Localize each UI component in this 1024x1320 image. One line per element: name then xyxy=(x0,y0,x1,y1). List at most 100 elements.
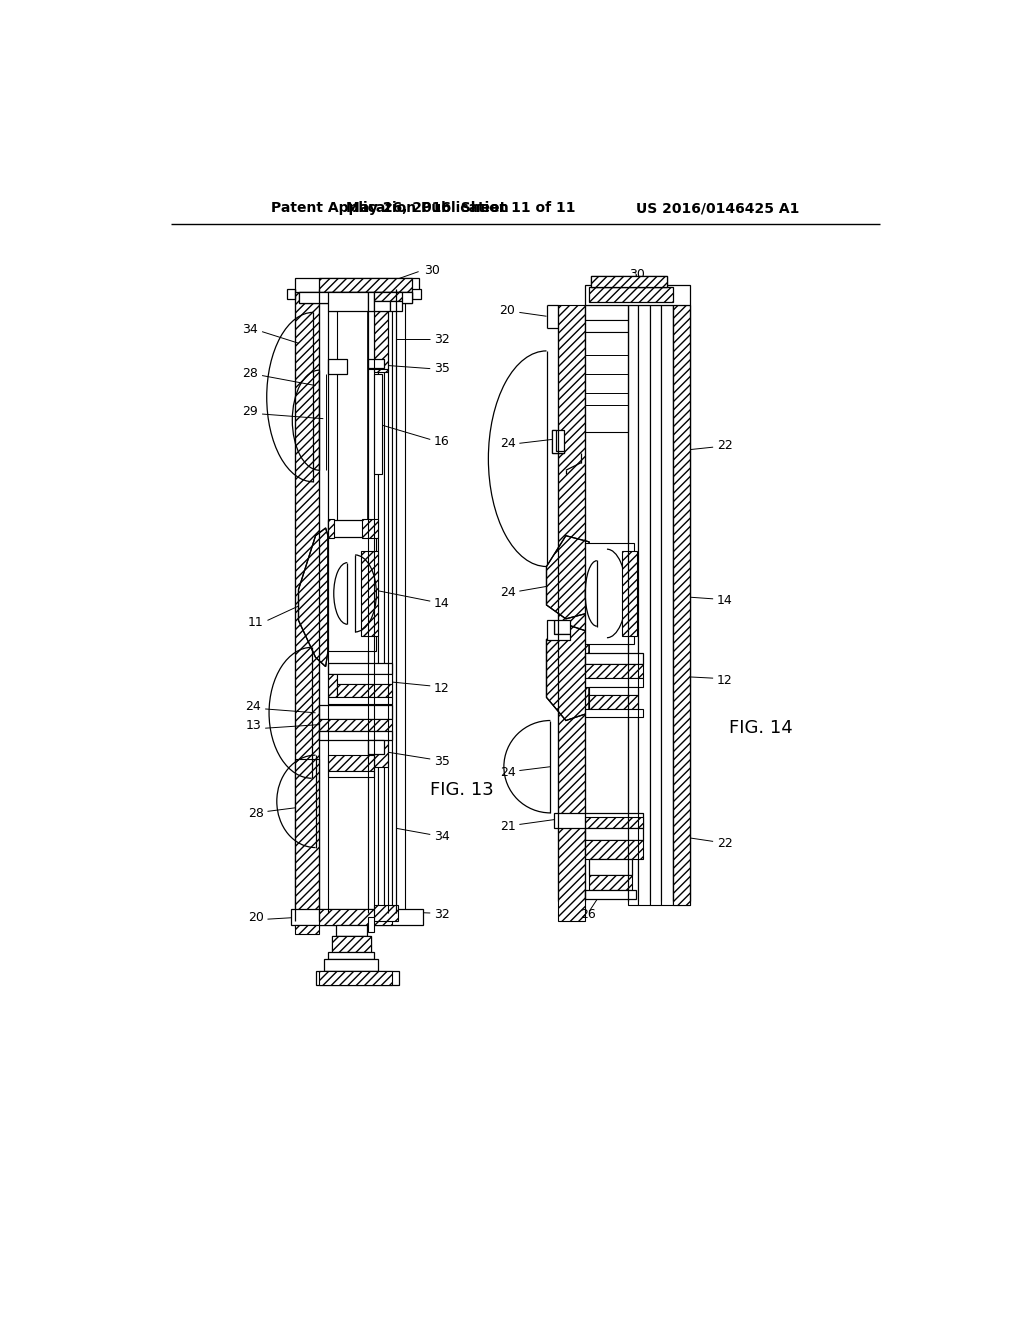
Text: 28: 28 xyxy=(248,807,263,820)
Bar xyxy=(412,289,421,298)
Bar xyxy=(673,305,690,906)
Bar xyxy=(319,705,391,719)
Bar xyxy=(589,696,638,709)
Bar xyxy=(337,675,391,684)
Polygon shape xyxy=(547,624,589,721)
Text: 28: 28 xyxy=(243,367,258,380)
Bar xyxy=(319,909,391,924)
Bar xyxy=(328,663,391,675)
Bar xyxy=(592,276,667,286)
Bar xyxy=(558,305,586,921)
Bar xyxy=(375,292,401,301)
Bar xyxy=(328,536,376,651)
Text: 22: 22 xyxy=(717,837,733,850)
Bar xyxy=(589,286,673,302)
Text: 20: 20 xyxy=(248,911,263,924)
Text: 12: 12 xyxy=(434,681,450,694)
Bar xyxy=(295,289,319,928)
Bar xyxy=(375,739,388,767)
Bar xyxy=(586,890,636,899)
Bar xyxy=(586,678,643,688)
Bar xyxy=(586,321,628,331)
Bar xyxy=(328,359,347,374)
Text: 22: 22 xyxy=(717,440,733,453)
Bar xyxy=(375,368,388,372)
Bar xyxy=(391,289,406,921)
Bar xyxy=(291,909,423,924)
Bar xyxy=(589,859,632,874)
Text: 32: 32 xyxy=(434,908,450,921)
Bar xyxy=(328,952,375,960)
Bar xyxy=(378,289,384,921)
Bar xyxy=(295,759,319,913)
Bar xyxy=(295,924,319,933)
Bar xyxy=(554,620,569,635)
Bar xyxy=(589,874,632,890)
Bar xyxy=(336,924,367,936)
Text: FIG. 14: FIG. 14 xyxy=(729,719,793,737)
Bar xyxy=(662,305,673,906)
Bar xyxy=(592,276,667,286)
Bar xyxy=(375,312,388,368)
Bar xyxy=(315,970,399,985)
Text: Patent Application Publication: Patent Application Publication xyxy=(271,202,509,215)
Bar xyxy=(360,552,378,636)
Bar xyxy=(586,840,643,859)
Bar xyxy=(319,970,391,985)
Bar xyxy=(586,829,643,840)
Bar xyxy=(328,519,334,539)
Bar xyxy=(295,277,420,292)
Text: May 26, 2016  Sheet 11 of 11: May 26, 2016 Sheet 11 of 11 xyxy=(346,202,575,215)
Text: US 2016/0146425 A1: US 2016/0146425 A1 xyxy=(636,202,799,215)
Text: FIG. 13: FIG. 13 xyxy=(430,781,494,799)
Bar xyxy=(554,813,643,829)
Bar xyxy=(622,552,637,636)
Polygon shape xyxy=(552,430,563,453)
Text: 24: 24 xyxy=(500,586,515,599)
Bar xyxy=(369,359,384,368)
Text: 35: 35 xyxy=(434,362,450,375)
Bar xyxy=(287,289,295,298)
Text: 21: 21 xyxy=(500,820,515,833)
Text: 26: 26 xyxy=(334,975,350,989)
Text: 29: 29 xyxy=(243,405,258,418)
Bar xyxy=(362,519,378,539)
Bar xyxy=(586,331,628,432)
Text: 30: 30 xyxy=(424,264,440,277)
Bar xyxy=(586,664,643,678)
Bar xyxy=(586,653,643,664)
Bar xyxy=(589,688,638,696)
Text: 30: 30 xyxy=(630,268,645,281)
Text: 14: 14 xyxy=(717,594,733,607)
Text: 11: 11 xyxy=(248,616,263,630)
Bar xyxy=(586,817,643,829)
Bar xyxy=(328,755,375,771)
Bar xyxy=(375,906,397,921)
Text: 24: 24 xyxy=(246,700,261,713)
Bar xyxy=(586,709,643,717)
Polygon shape xyxy=(547,620,569,640)
Text: 14: 14 xyxy=(434,597,450,610)
Bar xyxy=(319,277,412,292)
Text: 34: 34 xyxy=(243,323,258,335)
Text: 35: 35 xyxy=(434,755,450,768)
Bar xyxy=(299,292,412,304)
Bar xyxy=(375,301,390,312)
Bar xyxy=(337,684,391,697)
Text: 24: 24 xyxy=(500,437,515,450)
Bar xyxy=(552,430,563,453)
Bar xyxy=(328,312,337,581)
Bar xyxy=(375,374,382,474)
Text: 34: 34 xyxy=(434,830,450,843)
Bar xyxy=(328,771,375,776)
Bar xyxy=(628,305,638,906)
Bar xyxy=(586,544,634,644)
Bar xyxy=(328,697,391,704)
Bar xyxy=(299,292,412,304)
Text: 26: 26 xyxy=(580,908,595,921)
Bar xyxy=(369,289,378,921)
Bar xyxy=(319,719,391,730)
Text: 16: 16 xyxy=(434,436,450,449)
Bar xyxy=(586,285,690,305)
Polygon shape xyxy=(547,536,589,619)
